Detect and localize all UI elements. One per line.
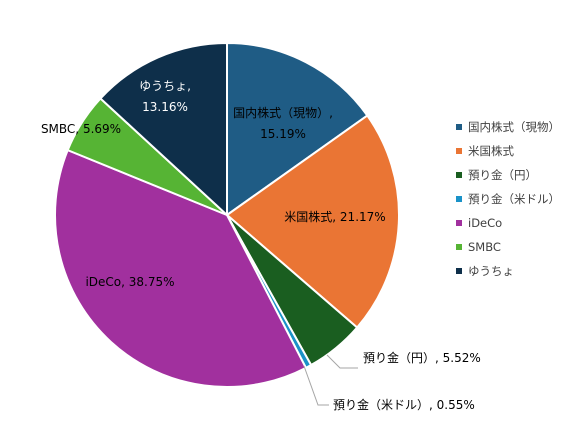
legend-swatch-deposit-usd <box>456 196 462 202</box>
legend-swatch-domestic-stocks <box>456 124 462 130</box>
legend-swatch-ideco <box>456 220 462 226</box>
data-label-name: 国内株式（現物）, <box>233 105 333 120</box>
data-label-value: 15.19% <box>260 127 306 141</box>
data-label-deposit-yen: 預り金（円）, 5.52% <box>363 350 481 365</box>
legend-item-ideco: iDeCo <box>468 216 502 230</box>
data-label-value: 13.16% <box>142 100 188 114</box>
legend-item-deposit-usd: 預り金（米ドル） <box>468 192 560 206</box>
data-label-ideco: iDeCo, 38.75% <box>85 275 174 289</box>
data-label-smbc: SMBC, 5.69% <box>41 122 121 136</box>
legend-swatch-smbc <box>456 244 462 250</box>
legend-item-smbc: SMBC <box>468 240 501 254</box>
leader-line-deposit-usd <box>304 366 329 405</box>
data-label-name: ゆうちょ, <box>139 79 191 93</box>
legend-item-yucho: ゆうちょ <box>468 264 514 278</box>
data-label-deposit-usd: 預り金（米ドル）, 0.55% <box>333 397 475 412</box>
legend-swatch-us-stocks <box>456 148 462 154</box>
legend-item-us-stocks: 米国株式 <box>468 144 514 158</box>
legend-swatch-deposit-yen <box>456 172 462 178</box>
leader-line-deposit-yen <box>327 355 358 368</box>
legend-item-domestic-stocks: 国内株式（現物） <box>468 120 560 134</box>
legend-swatch-yucho <box>456 268 462 274</box>
data-label-us-stocks: 米国株式, 21.17% <box>284 209 385 224</box>
legend-item-deposit-yen: 預り金（円） <box>468 168 537 182</box>
